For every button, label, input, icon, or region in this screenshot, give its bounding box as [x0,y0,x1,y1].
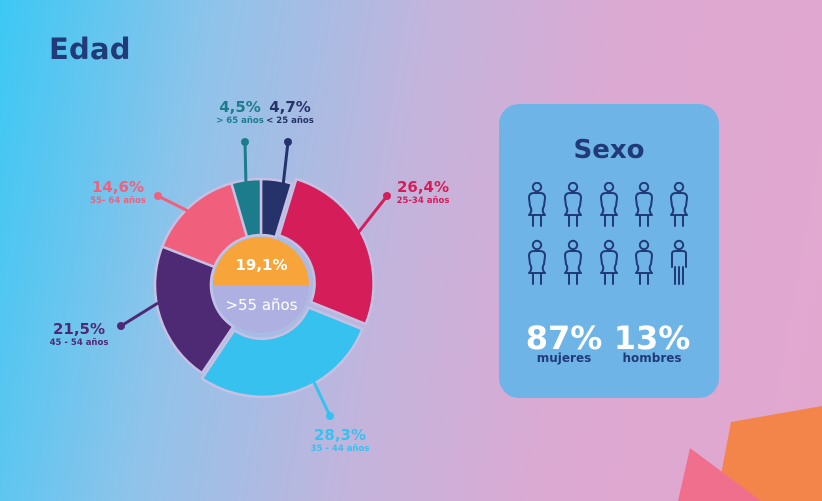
woman-icon [635,182,653,227]
woman-icon [564,182,582,227]
woman-icon [670,182,688,227]
leader-under-25-dot [284,138,292,146]
center-label: >55 años [225,296,298,314]
woman-icon [564,239,582,285]
label-over-65: 4,5% > 65 años [212,100,268,126]
label-35-44-range: 35 - 44 años [310,444,370,454]
center-value: 19,1% [235,256,288,274]
woman-icon [528,239,546,285]
leader-35-44-dot [326,412,334,420]
label-55-64: 14,6% 55- 64 años [88,180,148,206]
label-25-34-value: 26,4% [396,178,450,196]
label-35-44: 28,3% 35 - 44 años [305,428,375,454]
woman-icon [635,239,653,285]
leader-25-34-dot [383,192,391,200]
label-35-44-value: 28,3% [313,426,367,444]
slice-45-54 [153,244,235,375]
slice-over-65 [229,177,263,239]
label-25-34-range: 25-34 años [396,196,450,206]
label-55-64-value: 14,6% [91,178,145,196]
women-label: mujeres [536,351,592,365]
women-stat: 87% mujeres [524,322,604,364]
slice-25-34 [277,177,375,326]
leader-55-64-dot [154,192,162,200]
center-fill-bottom [213,285,309,333]
label-45-54-value: 21,5% [52,320,106,338]
label-under-25-range: < 25 años [266,116,314,126]
people-icons [528,182,688,285]
man-icon [671,239,687,285]
leader-55-64-line [157,194,195,216]
label-under-25: 4,7% < 25 años [260,100,320,126]
leader-45-54-line [120,301,159,328]
slice-35-44 [200,305,364,399]
label-over-65-value: 4,5% [219,98,261,116]
label-over-65-range: > 65 años [216,116,264,126]
woman-icon [600,182,618,227]
label-55-64-range: 55- 64 años [90,196,146,206]
women-percent: 87% [525,319,603,357]
leader-under-25-line [281,141,290,187]
men-label: hombres [622,351,682,365]
label-under-25-value: 4,7% [269,98,311,116]
leader-45-54-dot [117,322,125,330]
men-percent: 13% [613,319,691,357]
leader-over-65-line [243,141,248,187]
leader-25-34-line [352,195,389,239]
sexo-title: Sexo [573,135,645,165]
men-stat: 13% hombres [612,322,692,364]
label-45-54-range: 45 - 54 años [49,338,109,348]
sexo-card: Sexo 87% mujeres 13% hombres [499,104,719,398]
label-45-54: 21,5% 45 - 54 años [46,322,112,348]
woman-icon [600,239,618,285]
woman-icon [528,182,546,227]
leader-35-44-line [310,377,332,417]
label-25-34: 26,4% 25-34 años [393,180,453,206]
leader-over-65-dot [241,138,249,146]
page-title: Edad [49,32,131,66]
center-fill-top [213,237,309,285]
